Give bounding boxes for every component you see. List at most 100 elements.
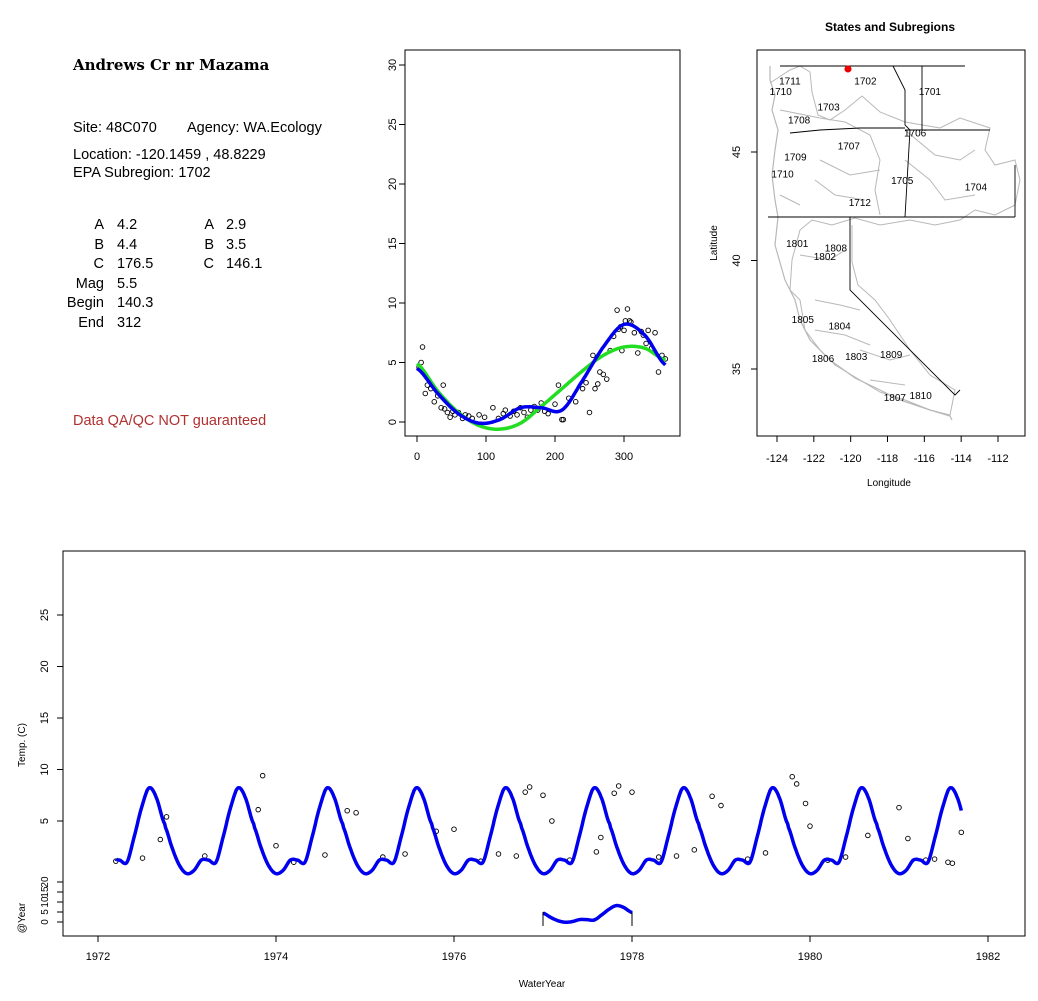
- seasonal-x-tick-label: 300: [615, 451, 633, 463]
- seasonal-data-point: [476, 412, 482, 418]
- ts-data-point: [344, 807, 350, 814]
- seasonal-x-tick-label: 0: [414, 451, 420, 463]
- subregion-label: 1802: [814, 252, 837, 263]
- ts-y-axis-label: Temp. (C): [17, 723, 28, 767]
- ts-x-tick-label: 1978: [620, 951, 644, 963]
- subregion-label: 1808: [825, 243, 848, 254]
- ts-data-point: [691, 847, 698, 853]
- param-value-left: 5.5: [117, 275, 138, 292]
- seasonal-data-point: [438, 404, 444, 411]
- param-value-left: 140.3: [117, 295, 154, 311]
- ts-x-tick-label: 1972: [86, 951, 110, 963]
- ts-data-point: [255, 806, 261, 813]
- ts-data-point: [157, 836, 164, 843]
- map-x-tick-label: -120: [840, 453, 862, 465]
- param-label-left: End: [78, 314, 104, 331]
- agency: Agency: WA.Ecology: [187, 120, 322, 136]
- ts-data-point: [615, 783, 622, 789]
- ts-y-tick-label: 15: [39, 712, 51, 724]
- seasonal-data-point: [521, 409, 527, 416]
- param-label-left: C: [93, 256, 104, 272]
- subregion-label: 1701: [919, 87, 942, 98]
- seasonal-data-point: [586, 409, 593, 416]
- subregion-label: 1803: [845, 352, 868, 363]
- map-plot-frame: [756, 49, 1026, 437]
- seasonal-data-point: [614, 307, 620, 313]
- ts-data-point: [629, 789, 635, 795]
- map-x-axis-label: Longitude: [867, 478, 911, 489]
- map-title: States and Subregions: [825, 20, 955, 34]
- seasonal-y-tick-label: 20: [387, 178, 399, 190]
- param-value-right: 146.1: [226, 256, 263, 272]
- ts-data-point: [905, 835, 911, 842]
- ts-data-point: [495, 851, 502, 857]
- param-label-right: A: [204, 217, 214, 233]
- subregion-label: 1706: [904, 128, 927, 139]
- param-value-left: 176.5: [117, 256, 154, 272]
- seasonal-data-point: [490, 404, 496, 411]
- map-x-tick-label: -116: [914, 453, 935, 465]
- seasonal-data-point: [595, 381, 601, 387]
- epa-subregion: EPA Subregion: 1702: [73, 165, 211, 181]
- seasonal-data-point: [643, 340, 649, 347]
- param-value-right: 3.5: [226, 236, 247, 253]
- subregion-label: 1809: [880, 350, 903, 361]
- ts-data-point: [793, 781, 800, 787]
- seasonal-data-point: [621, 327, 627, 334]
- timeseries-chart: 1972 1974 1976 1978 1980 19825101520250510152…: [17, 550, 1026, 990]
- subregion-label: 1705: [891, 176, 914, 187]
- ts-data-point: [322, 852, 328, 858]
- year-cycle-line: [542, 903, 633, 924]
- site-title: Andrews Cr nr Mazama: [73, 56, 270, 74]
- ts-y2-axis-label: @Year: [17, 902, 28, 933]
- subregion-label: 1807: [884, 393, 907, 404]
- param-value-right: 2.9: [226, 217, 247, 233]
- subregion-label: 1804: [828, 322, 851, 333]
- param-value-left: 4.4: [117, 236, 138, 253]
- param-label-left: A: [94, 217, 104, 233]
- ts-y2-tick-label: 10: [40, 896, 51, 908]
- ts-data-point: [402, 851, 408, 857]
- seasonal-y-tick-label: 5: [387, 359, 399, 365]
- seasonal-data-point: [555, 382, 562, 388]
- param-label-left: Begin: [66, 295, 104, 311]
- ts-data-point: [958, 829, 965, 836]
- timeseries-fit-line: [114, 785, 964, 876]
- seasonal-data-point: [631, 330, 638, 336]
- ts-data-point: [611, 790, 617, 796]
- map-x-tick-label: -112: [987, 453, 1008, 465]
- param-label-left: Mag: [75, 275, 104, 292]
- seasonal-data-point: [419, 344, 426, 350]
- ts-data-point: [526, 784, 533, 790]
- qa-disclaimer: Data QA/QC NOT guaranteed: [73, 413, 267, 429]
- map-x-tick-label: -124: [766, 453, 788, 465]
- seasonal-data-point: [444, 409, 451, 416]
- seasonal-y-tick-label: 10: [387, 297, 399, 309]
- map-y-tick-label: 45: [731, 146, 743, 158]
- seasonal-y-tick-label: 0: [387, 419, 399, 425]
- site-id: Site: 48C070: [73, 120, 157, 136]
- ts-data-point: [865, 832, 871, 839]
- seasonal-y-tick-label: 15: [387, 237, 399, 249]
- ts-x-tick-label: 1982: [976, 951, 1000, 963]
- subregion-label: 1712: [849, 198, 872, 209]
- seasonal-data-point: [645, 327, 651, 334]
- ts-data-point: [789, 773, 795, 780]
- location: Location: -120.1459 , 48.8229: [73, 147, 266, 163]
- seasonal-data-point: [624, 306, 631, 312]
- ts-data-point: [802, 800, 809, 807]
- ts-x-tick-label: 1980: [798, 951, 822, 963]
- seasonal-data-point: [552, 401, 558, 407]
- subregion-boundaries: [769, 65, 1021, 421]
- ts-data-point: [522, 789, 528, 795]
- ts-data-point: [593, 849, 600, 855]
- ts-x-tick-label: 1976: [442, 951, 466, 963]
- subregion-label: 1711: [779, 76, 801, 87]
- ts-data-point: [353, 810, 359, 816]
- subregion-label: 1704: [965, 183, 988, 194]
- subregion-label: 1806: [812, 354, 835, 365]
- site-location-marker: [844, 65, 852, 73]
- param-value-left: 312: [117, 314, 142, 331]
- ts-y-tick-label: 10: [39, 763, 51, 775]
